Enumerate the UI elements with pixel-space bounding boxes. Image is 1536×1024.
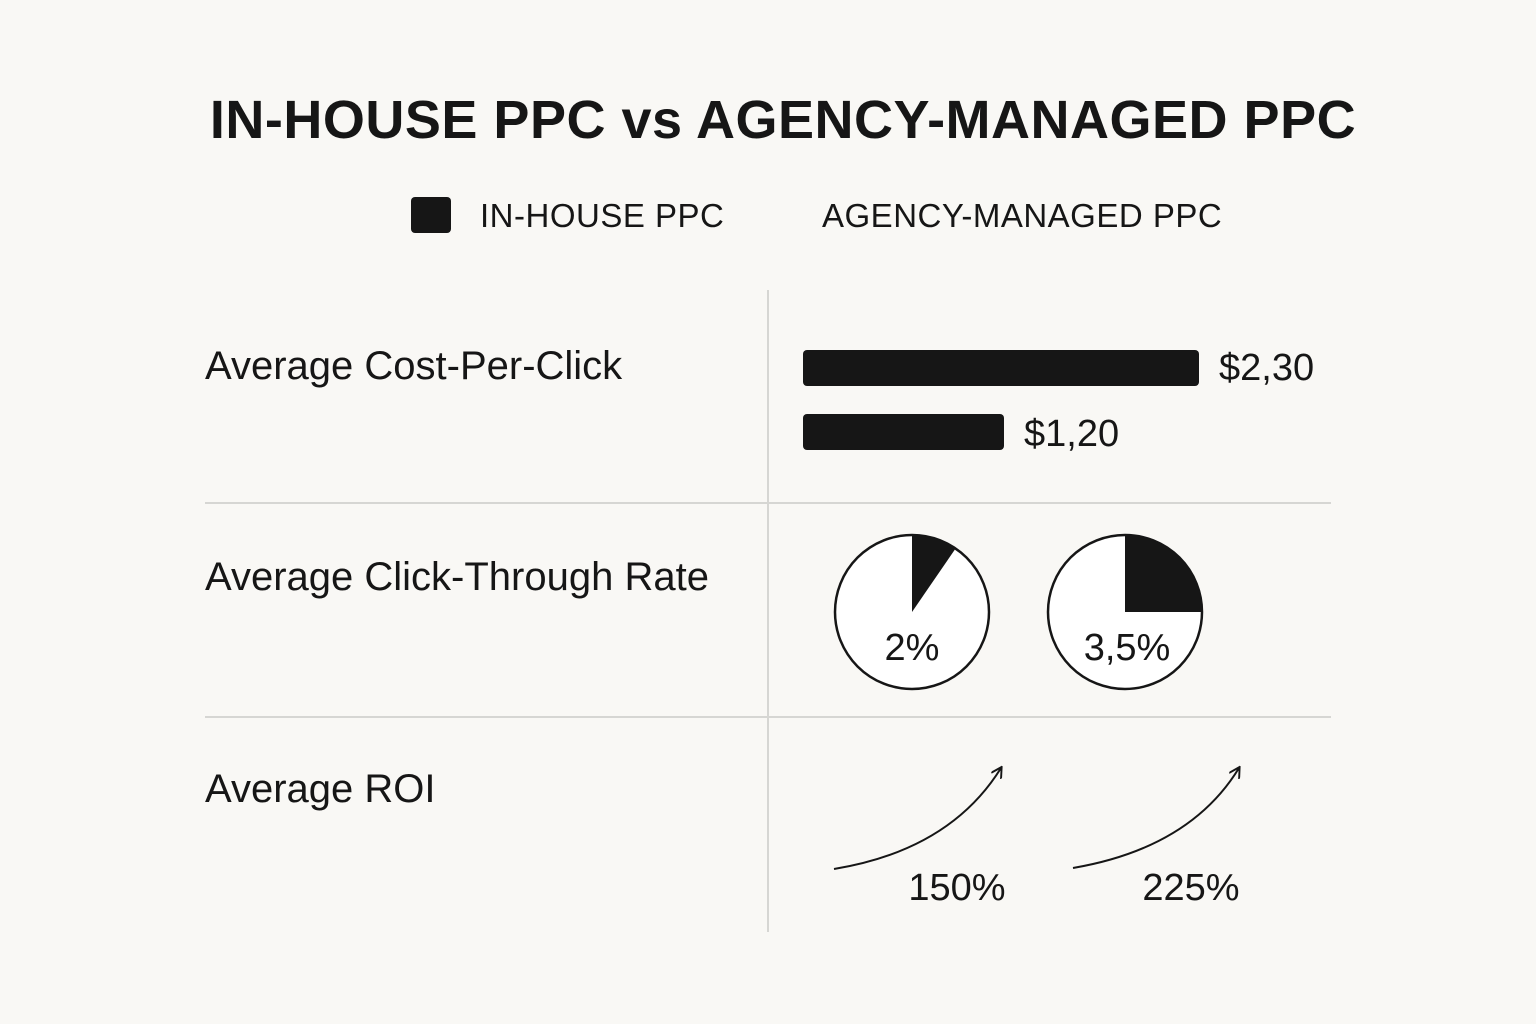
ctr-value-agency: 3,5%: [1084, 627, 1171, 669]
roi-arrow-agency: [1072, 768, 1239, 869]
roi-trend-in-house: 150%: [833, 768, 1006, 909]
ctr-pie-agency: 3,5%: [1046, 533, 1204, 691]
legend-swatch-in-house: [411, 197, 451, 233]
row-label-click-through-rate: Average Click-Through Rate: [205, 555, 709, 599]
ctr-value-in-house: 2%: [885, 627, 940, 669]
row-label-cost-per-click: Average Cost-Per-Click: [205, 344, 623, 388]
cpc-bar-agency: [803, 414, 1004, 450]
cpc-bar-in-house: [803, 350, 1199, 386]
roi-trend-agency: 225%: [1072, 768, 1240, 909]
roi-arrow-in-house: [833, 768, 1001, 870]
row-label-roi: Average ROI: [205, 767, 436, 811]
legend: IN-HOUSE PPC AGENCY-MANAGED PPC: [0, 194, 1536, 238]
legend-label-agency: AGENCY-MANAGED PPC: [822, 197, 1223, 234]
column-divider: [767, 290, 769, 932]
row-divider-1: [205, 502, 1331, 504]
ctr-pie-agency-outline: [1046, 533, 1204, 691]
roi-value-in-house: 150%: [908, 867, 1005, 909]
roi-value-agency: 225%: [1142, 867, 1239, 909]
legend-label-in-house: IN-HOUSE PPC: [480, 197, 725, 234]
ctr-pie-agency-slice: [1125, 535, 1202, 612]
chart-title: IN-HOUSE PPC vs AGENCY-MANAGED PPC: [209, 90, 1357, 150]
row-divider-2: [205, 716, 1331, 718]
cpc-value-agency: $1,20: [1024, 413, 1120, 455]
ctr-pie-in-house-slice: [912, 535, 956, 612]
ctr-pie-in-house-outline: [833, 533, 991, 691]
ctr-pie-in-house: 2%: [833, 533, 991, 691]
cpc-value-in-house: $2,30: [1219, 347, 1315, 389]
